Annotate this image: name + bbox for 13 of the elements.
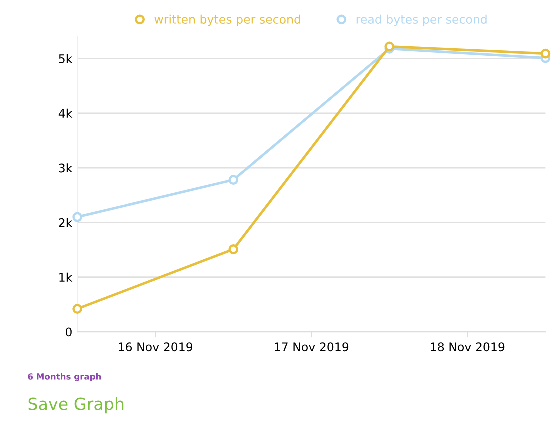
legend-label: read bytes per second	[356, 14, 487, 26]
y-tick-label: 1k	[60, 272, 73, 282]
x-tick-label: 18 Nov 2019	[431, 342, 505, 352]
y-tick-label: 0	[66, 328, 72, 337]
text: Save Graph	[28, 397, 124, 414]
y-tick-label: 5k	[59, 54, 73, 64]
y-tick-label: 2k	[59, 218, 73, 228]
y-tick-label: 4k	[58, 108, 73, 118]
legend-label: written bytes per second	[154, 14, 300, 26]
y-tick-label: 3k	[59, 164, 73, 173]
text: 6 Months graph	[28, 373, 102, 382]
x-tick-label: 16 Nov 2019	[119, 342, 193, 352]
x-tick-label: 17 Nov 2019	[275, 342, 349, 352]
